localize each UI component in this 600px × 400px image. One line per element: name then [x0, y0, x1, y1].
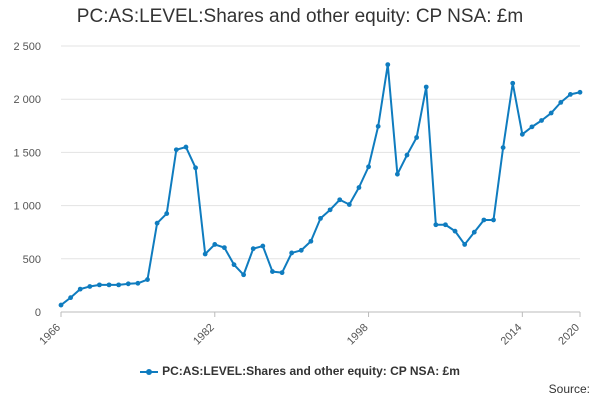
data-point[interactable] — [558, 99, 564, 105]
data-point[interactable] — [385, 62, 391, 68]
data-point[interactable] — [500, 145, 506, 151]
data-point[interactable] — [471, 229, 477, 235]
data-point[interactable] — [519, 131, 525, 137]
data-point[interactable] — [116, 282, 122, 288]
data-point[interactable] — [183, 144, 189, 150]
data-point[interactable] — [135, 280, 141, 286]
chart-title: PC:AS:LEVEL:Shares and other equity: CP … — [76, 6, 524, 27]
data-point[interactable] — [366, 164, 371, 170]
data-point[interactable] — [231, 262, 237, 268]
data-point[interactable] — [250, 246, 256, 252]
data-point[interactable] — [491, 217, 496, 223]
data-point[interactable] — [423, 84, 429, 90]
data-point[interactable] — [125, 281, 131, 287]
data-point[interactable] — [452, 228, 458, 234]
legend[interactable]: PC:AS:LEVEL:Shares and other equity: CP … — [0, 364, 600, 378]
grid-lines — [61, 45, 580, 260]
x-tick-label: 2020 — [556, 322, 582, 348]
data-point[interactable] — [279, 270, 285, 276]
data-point[interactable] — [539, 118, 544, 123]
data-point[interactable] — [241, 272, 247, 278]
data-point[interactable] — [443, 222, 448, 228]
x-tick-label: 2014 — [499, 322, 525, 348]
data-point[interactable] — [289, 250, 295, 256]
data-point[interactable] — [577, 89, 583, 95]
data-point[interactable] — [270, 269, 275, 274]
data-point[interactable] — [375, 123, 381, 129]
data-point[interactable] — [212, 242, 218, 247]
data-point[interactable] — [145, 277, 150, 282]
data-point[interactable] — [433, 222, 439, 228]
y-tick-label: 500 — [23, 254, 41, 266]
y-tick-label: 2 500 — [13, 41, 41, 53]
data-point[interactable] — [58, 302, 64, 308]
data-point[interactable] — [87, 284, 93, 289]
y-tick-label: 1 500 — [13, 147, 41, 159]
data-point[interactable] — [414, 135, 420, 140]
data-point[interactable] — [164, 211, 170, 216]
series-layer — [58, 62, 583, 308]
data-point[interactable] — [337, 197, 343, 203]
data-point[interactable] — [193, 165, 198, 171]
x-axis-ticks: 1966 1982 1998 2014 2020 — [37, 312, 582, 347]
x-tick-label: 1982 — [191, 322, 217, 348]
data-point[interactable] — [510, 80, 516, 86]
data-point[interactable] — [356, 185, 362, 190]
data-point[interactable] — [346, 202, 352, 207]
source-label: Source: — [548, 382, 590, 396]
y-tick-label: 2 000 — [13, 94, 41, 106]
data-point[interactable] — [567, 92, 573, 97]
data-point[interactable] — [97, 282, 102, 288]
data-point[interactable] — [154, 220, 160, 226]
data-point[interactable] — [77, 286, 83, 292]
legend-swatch-icon — [140, 367, 159, 377]
data-point[interactable] — [260, 243, 266, 249]
data-point[interactable] — [106, 282, 112, 288]
x-tick-label: 1966 — [37, 322, 63, 348]
data-point[interactable] — [462, 242, 468, 247]
data-point[interactable] — [404, 152, 410, 158]
data-point[interactable] — [202, 251, 208, 257]
y-tick-label: 1 000 — [13, 201, 41, 213]
x-tick-label: 1998 — [345, 322, 371, 348]
data-point[interactable] — [173, 147, 179, 153]
y-axis-ticks: 0 500 1 000 1 500 2 000 2 500 — [13, 41, 41, 319]
data-point[interactable] — [327, 207, 333, 213]
data-point[interactable] — [68, 295, 74, 301]
data-point[interactable] — [529, 124, 535, 130]
data-point[interactable] — [318, 215, 323, 221]
data-point[interactable] — [308, 238, 314, 244]
legend-label: PC:AS:LEVEL:Shares and other equity: CP … — [162, 364, 460, 378]
data-point[interactable] — [481, 217, 487, 223]
data-point[interactable] — [548, 110, 554, 116]
y-tick-label: 0 — [35, 307, 41, 319]
data-point[interactable] — [394, 171, 400, 177]
data-point[interactable] — [221, 245, 227, 251]
data-point[interactable] — [298, 247, 304, 253]
series-line — [60, 63, 581, 306]
